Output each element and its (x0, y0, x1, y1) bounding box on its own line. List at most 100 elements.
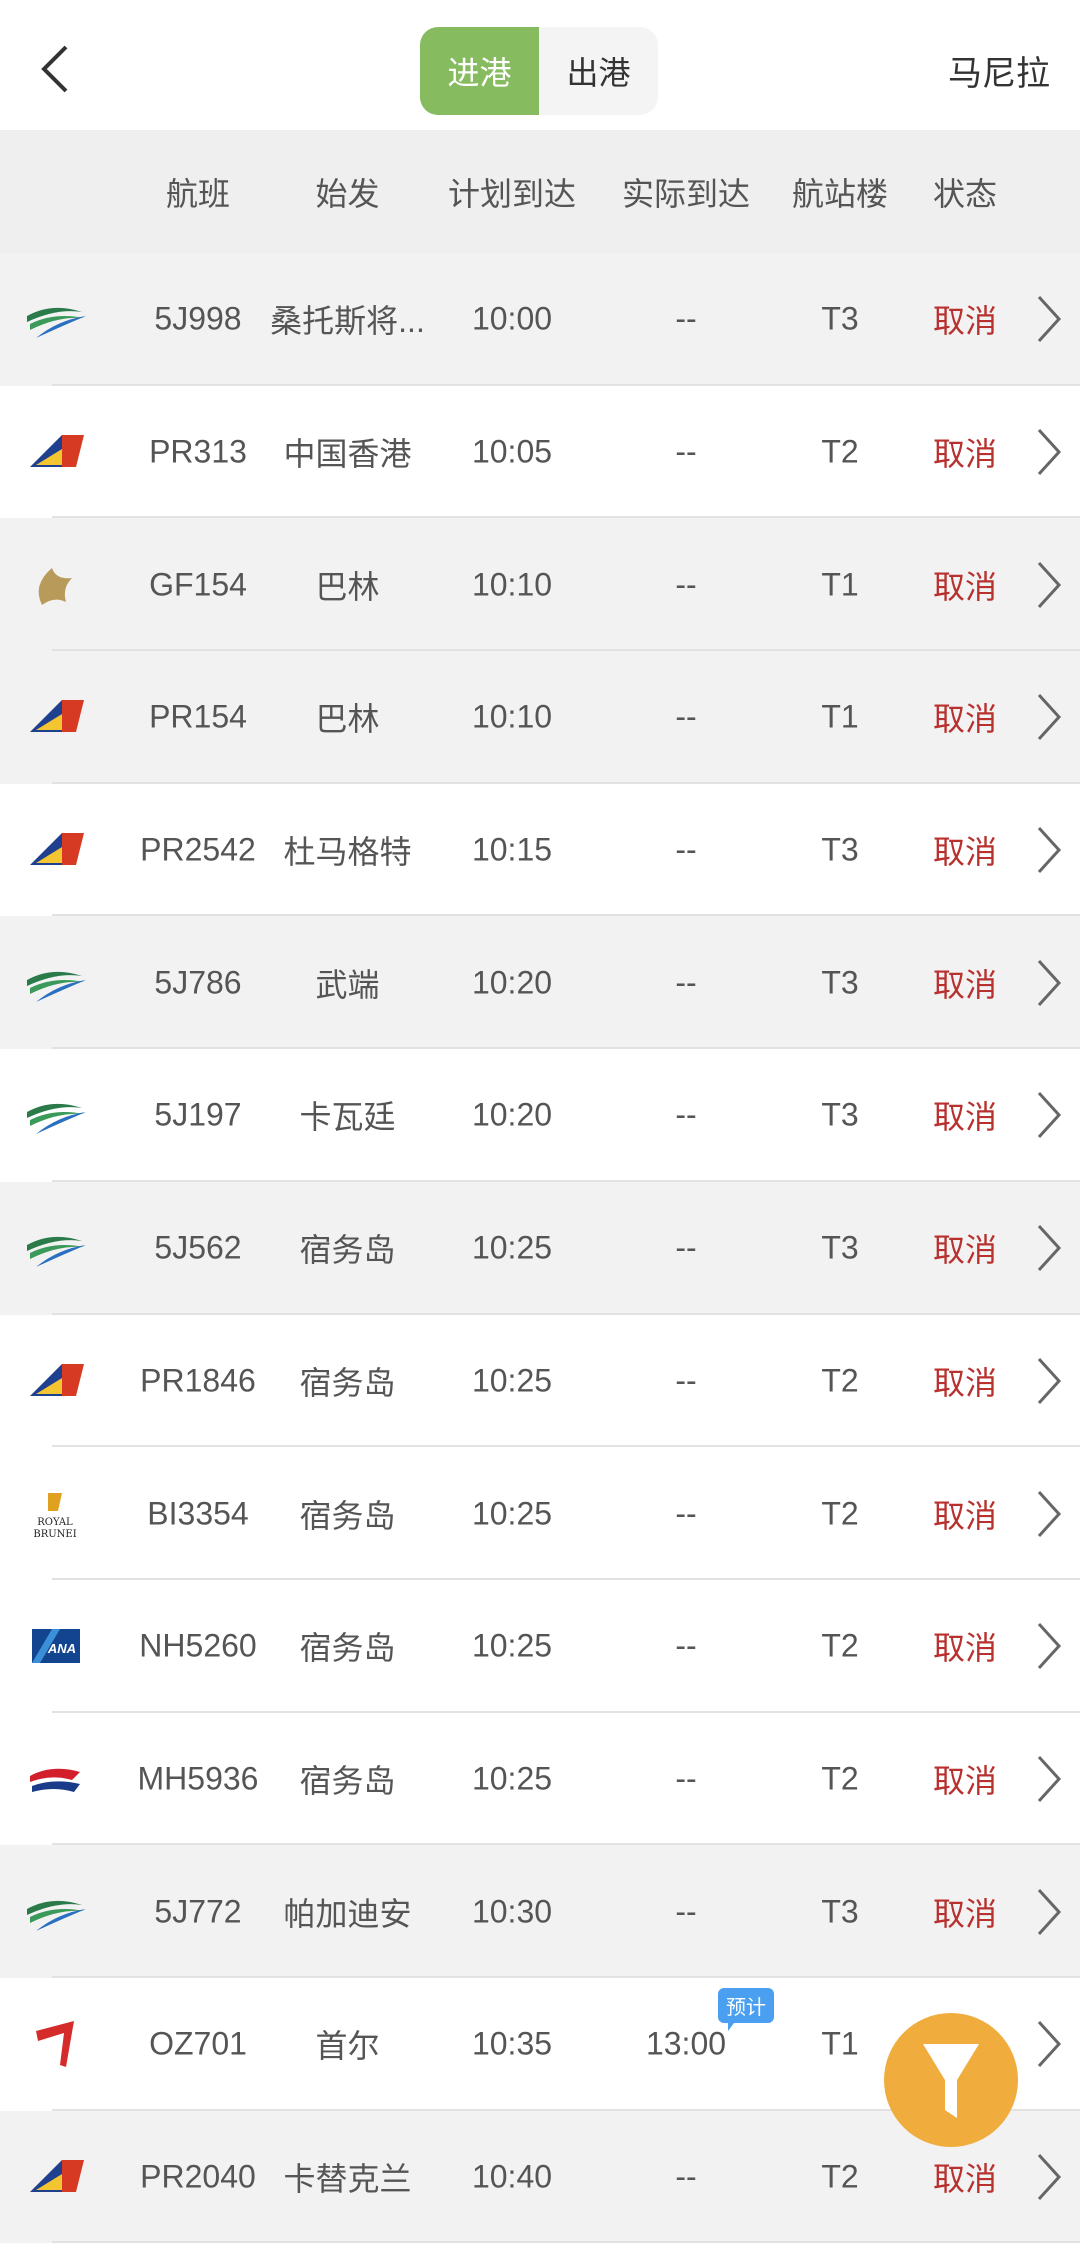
actual-time: -- (675, 964, 697, 1001)
flight-list: 5J998 桑托斯将... 10:00 -- T3 取消 PR313 中国香港 … (0, 253, 1080, 2243)
terminal: T1 (821, 566, 859, 603)
scheduled-time: 10:25 (471, 1362, 553, 1399)
flight-number: GF154 (149, 566, 247, 603)
flight-row[interactable]: MH5936 宿务岛 10:25 -- T2 取消 (0, 1713, 1080, 1846)
actual-time: -- (675, 1362, 697, 1399)
flight-number: PR313 (149, 433, 247, 470)
chevron-right-icon[interactable] (1036, 693, 1062, 741)
status: 取消 (932, 1895, 997, 1932)
tab-departures[interactable]: 出港 (566, 55, 631, 91)
flight-row[interactable]: PR2542 杜马格特 10:15 -- T3 取消 (0, 784, 1080, 917)
actual-time: -- (675, 831, 697, 868)
flight-number: 5J786 (154, 964, 242, 1001)
actual-time: -- (675, 1760, 697, 1797)
flight-row[interactable]: ANA NH5260 宿务岛 10:25 -- T2 取消 (0, 1580, 1080, 1713)
airline-logo-icon (30, 1768, 80, 1792)
origin: 卡替克兰 (283, 2160, 412, 2197)
airline-logo-icon (30, 2159, 84, 2192)
direction-toggle: 进港 出港 (420, 27, 658, 115)
chevron-right-icon[interactable] (1036, 295, 1062, 343)
scheduled-time: 10:00 (471, 300, 553, 337)
airline-logo-icon (27, 308, 86, 339)
flight-row[interactable]: PR154 巴林 10:10 -- T1 取消 (0, 651, 1080, 784)
scheduled-time: 10:20 (471, 1096, 553, 1133)
airline-logo-icon (27, 1900, 86, 1931)
scheduled-time: 10:30 (471, 1893, 553, 1930)
chevron-right-icon[interactable] (1036, 826, 1062, 874)
airline-logo-icon (27, 1104, 86, 1135)
chevron-left-icon[interactable] (36, 44, 76, 94)
flight-row[interactable]: 5J772 帕加迪安 10:30 -- T3 取消 (0, 1845, 1080, 1978)
chevron-right-icon[interactable] (1036, 2153, 1062, 2201)
terminal: T3 (821, 1893, 859, 1930)
flight-row[interactable]: 5J197 卡瓦廷 10:20 -- T3 取消 (0, 1049, 1080, 1182)
flight-number: MH5936 (137, 1760, 259, 1797)
actual-time: -- (675, 1495, 697, 1532)
airline-logo-icon: ANA (32, 1629, 80, 1664)
terminal: T3 (821, 300, 859, 337)
status: 取消 (932, 2160, 997, 2197)
flight-row[interactable]: GF154 巴林 10:10 -- T1 取消 (0, 518, 1080, 652)
airline-logo-icon (30, 1363, 84, 1396)
status: 取消 (932, 1099, 997, 1136)
terminal: T2 (821, 1495, 859, 1532)
chevron-right-icon[interactable] (1036, 1091, 1062, 1139)
status: 取消 (932, 1364, 997, 1401)
scheduled-time: 10:10 (471, 698, 553, 735)
origin: 巴林 (315, 701, 380, 738)
actual-time: -- (675, 698, 697, 735)
terminal: T2 (821, 1627, 859, 1664)
status: 取消 (932, 701, 997, 738)
origin: 宿务岛 (299, 1762, 396, 1799)
terminal: T2 (821, 433, 859, 470)
filter-button[interactable] (884, 2013, 1018, 2147)
airline-logo-icon (27, 1236, 86, 1268)
chevron-right-icon[interactable] (1036, 959, 1062, 1007)
chevron-right-icon[interactable] (1036, 2020, 1062, 2068)
actual-time: -- (675, 1229, 697, 1266)
tab-arrivals[interactable]: 进港 (420, 27, 539, 115)
terminal: T2 (821, 1760, 859, 1797)
origin: 巴林 (315, 568, 380, 605)
svg-text:ROYAL: ROYAL (37, 1517, 73, 1528)
chevron-right-icon[interactable] (1036, 428, 1062, 476)
origin: 首尔 (315, 2028, 380, 2065)
flight-row[interactable]: 5J786 武端 10:20 -- T3 取消 (0, 916, 1080, 1050)
estimate-tag: 预计 (718, 1987, 774, 2031)
origin: 宿务岛 (299, 1232, 396, 1269)
flight-row[interactable]: 5J562 宿务岛 10:25 -- T3 取消 (0, 1181, 1080, 1315)
actual-time: -- (675, 433, 697, 470)
chevron-right-icon[interactable] (1036, 1622, 1062, 1670)
scheduled-time: 10:05 (471, 433, 553, 470)
origin: 武端 (315, 966, 380, 1003)
table-header: 航班 始发 计划到达 实际到达 航站楼 状态 (0, 130, 1080, 253)
actual-time: 13:00 (645, 2025, 727, 2062)
flight-number: NH5260 (139, 1627, 257, 1664)
origin: 杜马格特 (283, 834, 412, 871)
top-nav: 进港 出港 马尼拉 (0, 0, 1080, 130)
col-actual: 实际到达 (621, 175, 750, 212)
chevron-right-icon[interactable] (1036, 1490, 1062, 1538)
flight-number: 5J197 (154, 1096, 242, 1133)
airline-logo-icon (36, 2021, 74, 2068)
airline-logo-icon (30, 435, 84, 468)
airline-logo-icon (30, 833, 84, 866)
chevron-right-icon[interactable] (1036, 561, 1062, 609)
flight-row[interactable]: PR1846 宿务岛 10:25 -- T2 取消 (0, 1315, 1080, 1448)
flight-row[interactable]: PR313 中国香港 10:05 -- T2 取消 (0, 386, 1080, 519)
chevron-right-icon[interactable] (1036, 1755, 1062, 1803)
chevron-right-icon[interactable] (1036, 1888, 1062, 1936)
status: 取消 (932, 834, 997, 871)
chevron-right-icon[interactable] (1036, 1357, 1062, 1405)
city-selector[interactable]: 马尼拉 (948, 55, 1050, 93)
flight-number: BI3354 (147, 1495, 249, 1532)
airline-logo-icon (27, 971, 86, 1002)
flight-row[interactable]: ROYAL BRUNEI BI3354 宿务岛 10:25 -- T2 取消 (0, 1447, 1080, 1580)
chevron-right-icon[interactable] (1036, 1224, 1062, 1272)
flight-row[interactable]: 5J998 桑托斯将... 10:00 -- T3 取消 (0, 253, 1080, 386)
scheduled-time: 10:15 (471, 831, 553, 868)
flight-row[interactable]: OZ701 首尔 10:35 13:00 预计 T1 (0, 1978, 1080, 2111)
status: 取消 (932, 303, 997, 340)
flight-number: PR2040 (140, 2158, 256, 2195)
